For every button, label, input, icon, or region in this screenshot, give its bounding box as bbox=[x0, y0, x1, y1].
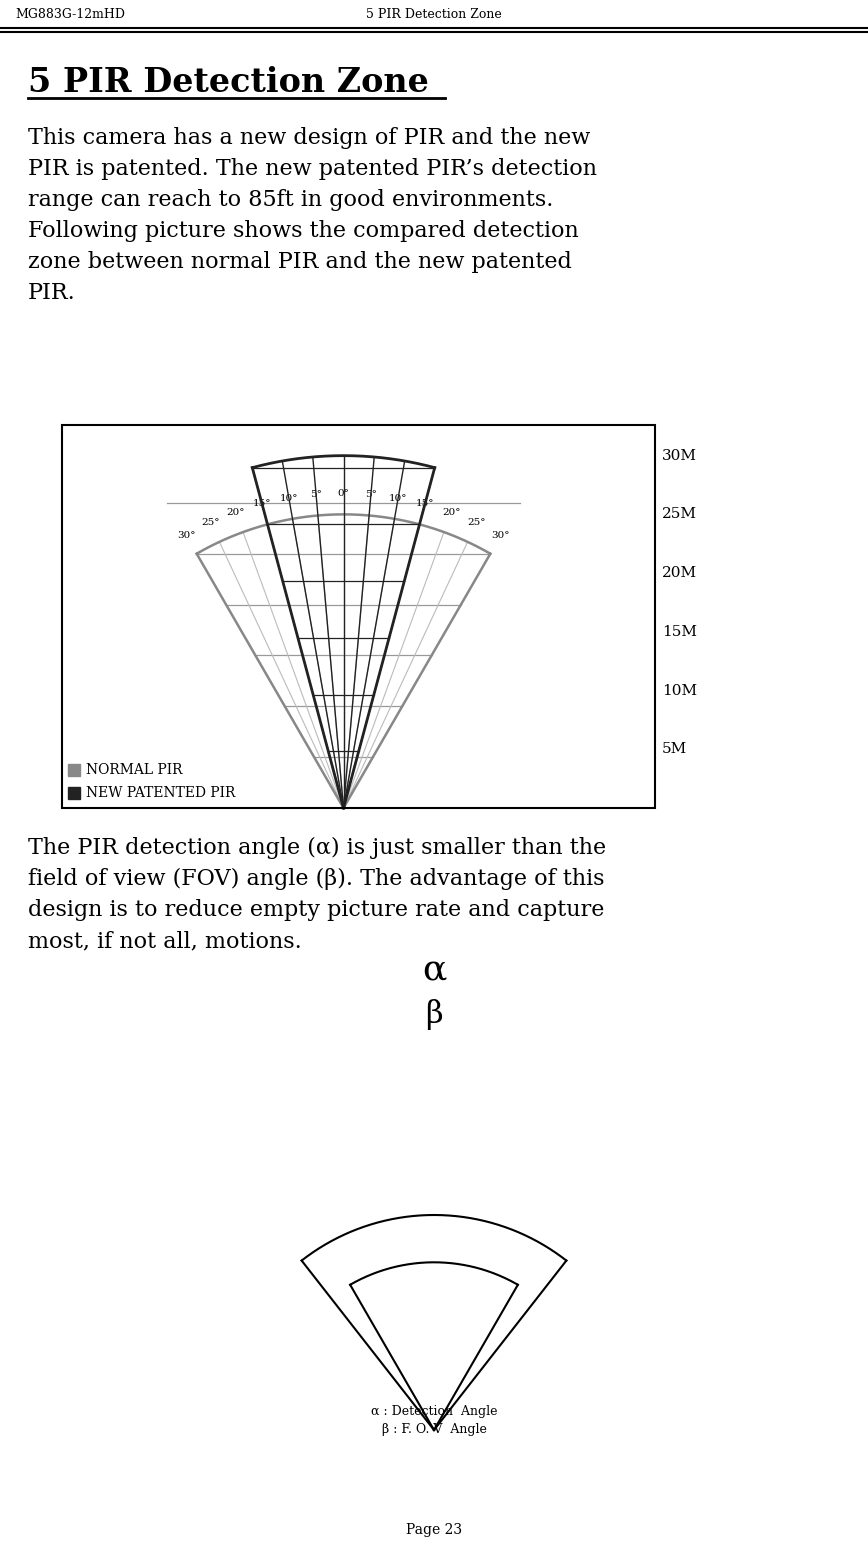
Text: 20°: 20° bbox=[442, 508, 460, 516]
Text: 5°: 5° bbox=[365, 490, 377, 499]
Text: PIR.: PIR. bbox=[28, 282, 76, 304]
Text: 15°: 15° bbox=[253, 499, 272, 508]
Text: 20M: 20M bbox=[662, 566, 697, 580]
Text: Page 23: Page 23 bbox=[406, 1524, 462, 1538]
Text: 15°: 15° bbox=[416, 499, 434, 508]
Text: α : Detection  Angle: α : Detection Angle bbox=[371, 1406, 497, 1418]
Text: field of view (FOV) angle (β). The advantage of this: field of view (FOV) angle (β). The advan… bbox=[28, 868, 604, 890]
Text: 15M: 15M bbox=[662, 625, 697, 639]
Text: PIR is patented. The new patented PIR’s detection: PIR is patented. The new patented PIR’s … bbox=[28, 158, 597, 180]
Text: β: β bbox=[425, 1000, 443, 1031]
Text: 10°: 10° bbox=[389, 493, 407, 502]
Text: 5°: 5° bbox=[310, 490, 322, 499]
Text: 25°: 25° bbox=[201, 518, 220, 527]
Text: 25M: 25M bbox=[662, 507, 697, 521]
Text: 30°: 30° bbox=[491, 532, 510, 539]
Text: Following picture shows the compared detection: Following picture shows the compared det… bbox=[28, 220, 579, 242]
Text: most, if not all, motions.: most, if not all, motions. bbox=[28, 930, 302, 952]
Text: NEW PATENTED PIR: NEW PATENTED PIR bbox=[86, 786, 235, 800]
Text: 5 PIR Detection Zone: 5 PIR Detection Zone bbox=[366, 8, 502, 20]
Text: α: α bbox=[422, 953, 446, 987]
Text: design is to reduce empty picture rate and capture: design is to reduce empty picture rate a… bbox=[28, 899, 604, 921]
Text: range can reach to 85ft in good environments.: range can reach to 85ft in good environm… bbox=[28, 189, 554, 211]
Text: This camera has a new design of PIR and the new: This camera has a new design of PIR and … bbox=[28, 127, 590, 149]
Text: 10M: 10M bbox=[662, 684, 697, 698]
Bar bbox=[62, 425, 655, 808]
Text: MG883G-12mHD: MG883G-12mHD bbox=[15, 8, 125, 20]
Text: 10°: 10° bbox=[279, 493, 298, 502]
Text: β : F. O. V  Angle: β : F. O. V Angle bbox=[382, 1423, 486, 1437]
Bar bbox=[68, 764, 80, 777]
Text: 20°: 20° bbox=[227, 508, 245, 516]
Text: 30M: 30M bbox=[662, 448, 697, 462]
Text: 5 PIR Detection Zone: 5 PIR Detection Zone bbox=[28, 65, 429, 99]
Text: 0°: 0° bbox=[338, 488, 350, 498]
Text: The PIR detection angle (α) is just smaller than the: The PIR detection angle (α) is just smal… bbox=[28, 837, 606, 859]
Bar bbox=[68, 787, 80, 798]
Text: 5M: 5M bbox=[662, 742, 687, 756]
Text: 25°: 25° bbox=[467, 518, 486, 527]
Text: 30°: 30° bbox=[177, 532, 195, 539]
Text: NORMAL PIR: NORMAL PIR bbox=[86, 763, 182, 777]
Text: zone between normal PIR and the new patented: zone between normal PIR and the new pate… bbox=[28, 251, 572, 273]
